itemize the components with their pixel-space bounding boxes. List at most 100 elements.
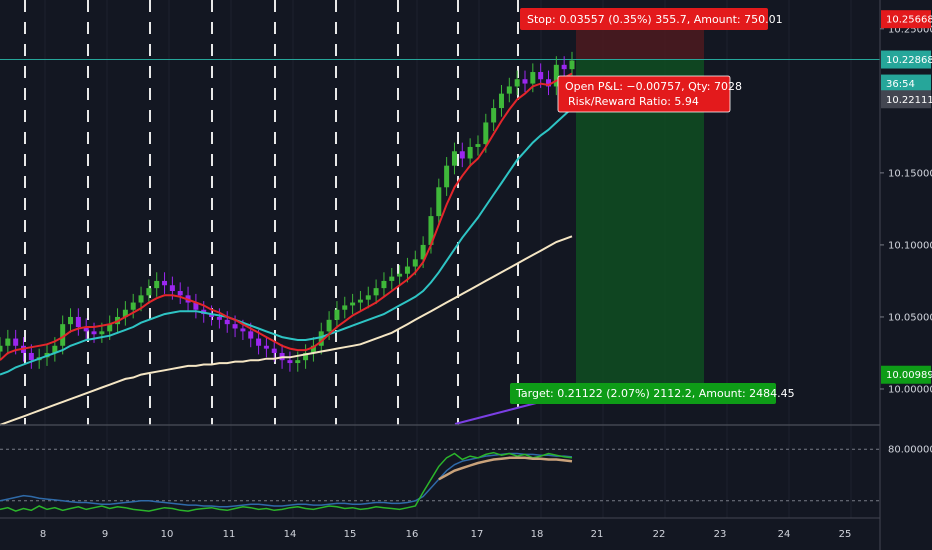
candlesticks xyxy=(0,51,575,372)
price-tag-label: 10.00989 xyxy=(886,370,932,381)
candle-body xyxy=(444,165,450,188)
candle-body xyxy=(428,216,434,245)
candle-body xyxy=(342,305,348,310)
price-tag-label: 10.22868 xyxy=(886,55,932,66)
candle-body xyxy=(491,108,497,123)
candle-body xyxy=(553,64,559,87)
time-axis-ticks: 8 9 10 11 14 15 16 17 18 21 22 23 24 25 xyxy=(40,529,852,540)
candle-body xyxy=(420,244,426,260)
price-tick-label: 10.25000 xyxy=(888,24,932,35)
candle-body xyxy=(13,338,19,346)
candle-body xyxy=(154,280,160,289)
candle-body xyxy=(436,187,442,217)
take-profit-zone[interactable] xyxy=(576,59,704,395)
candle-body xyxy=(365,295,371,300)
time-tick-label: 22 xyxy=(653,529,666,540)
price-tags: 10.25668 10.22868 36:54 10.22111 10.00989 xyxy=(881,10,932,384)
price-tag: 10.22111 xyxy=(881,90,932,109)
time-tick-label: 17 xyxy=(471,529,484,540)
candle-body xyxy=(498,93,504,109)
candle-body xyxy=(295,360,301,364)
price-tag: 36:54 xyxy=(881,74,931,93)
candle-body xyxy=(397,273,403,277)
price-tag: 10.00989 xyxy=(881,365,932,384)
candle-body xyxy=(483,122,489,145)
candle-body xyxy=(68,316,74,325)
candle-body xyxy=(162,280,168,286)
candle-body xyxy=(216,316,222,320)
risk-reward-text: Risk/Reward Ratio: 5.94 xyxy=(568,95,699,108)
candle-body xyxy=(404,266,410,274)
candle-body xyxy=(122,309,128,317)
candle-body xyxy=(357,299,363,303)
candle-body xyxy=(83,327,89,332)
slow-moving-average xyxy=(0,235,573,426)
price-tick-label: 10.00000 xyxy=(888,384,932,395)
fast-moving-average xyxy=(0,72,573,361)
oscillator-axis-ticks: 80.00000 xyxy=(888,445,932,456)
candle-body xyxy=(326,319,332,332)
price-tick-label: 10.05000 xyxy=(888,312,932,323)
candle-body xyxy=(318,331,324,346)
candle-body xyxy=(138,295,144,303)
oscillator-tick-label: 80.00000 xyxy=(888,445,932,456)
time-tick-label: 9 xyxy=(102,529,108,540)
price-tag-label: 10.25668 xyxy=(886,15,932,26)
price-tag: 10.22868 xyxy=(881,50,932,69)
oscillator-average-line xyxy=(438,456,573,481)
price-tag: 10.25668 xyxy=(881,10,932,29)
candle-body xyxy=(263,345,269,349)
candle-body xyxy=(256,338,262,346)
mid-moving-average xyxy=(0,107,573,376)
candle-body xyxy=(209,314,215,317)
candle-body xyxy=(530,72,536,84)
candle-body xyxy=(177,291,183,296)
candle-body xyxy=(91,331,97,335)
time-tick-label: 10 xyxy=(161,529,174,540)
time-tick-label: 18 xyxy=(531,529,544,540)
session-breaks xyxy=(24,0,519,425)
candle-body xyxy=(475,144,481,147)
oscillator-line xyxy=(0,451,573,512)
price-tag-label: 36:54 xyxy=(886,79,915,90)
pnl-label-box[interactable]: Open P&L: −0.00757, Qty: 7028 Risk/Rewar… xyxy=(557,75,742,113)
candle-body xyxy=(545,79,551,87)
candle-body xyxy=(522,79,528,84)
candle-body xyxy=(514,79,520,87)
stop-label-box[interactable]: Stop: 0.03557 (0.35%) 355.7, Amount: 750… xyxy=(520,8,783,30)
candle-body xyxy=(232,324,238,329)
time-tick-label: 15 xyxy=(344,529,357,540)
candle-body xyxy=(169,285,175,292)
candle-body xyxy=(5,338,11,346)
candle-body xyxy=(538,72,544,80)
time-tick-label: 11 xyxy=(223,529,236,540)
candle-body xyxy=(60,324,66,346)
price-tick-label: 10.10000 xyxy=(888,240,932,251)
time-tick-label: 25 xyxy=(839,529,852,540)
candle-body xyxy=(506,86,512,94)
candle-body xyxy=(193,302,199,310)
price-tick-label: 10.15000 xyxy=(888,168,932,179)
candle-body xyxy=(389,276,395,281)
candle-body xyxy=(310,345,316,353)
candle-body xyxy=(130,302,136,310)
candle-body xyxy=(569,60,575,70)
stop-label-text: Stop: 0.03557 (0.35%) 355.7, Amount: 750… xyxy=(527,13,783,26)
target-label-box[interactable]: Target: 0.21122 (2.07%) 2112.2, Amount: … xyxy=(510,383,795,404)
candle-body xyxy=(373,288,379,296)
candle-body xyxy=(240,328,246,332)
time-tick-label: 21 xyxy=(591,529,604,540)
candle-body xyxy=(381,280,387,289)
pnl-label-text: Open P&L: −0.00757, Qty: 7028 xyxy=(565,80,742,93)
candle-body xyxy=(99,331,105,335)
candle-body xyxy=(350,302,356,306)
time-tick-label: 16 xyxy=(406,529,419,540)
candle-body xyxy=(451,151,457,166)
candle-body xyxy=(0,345,3,352)
time-tick-label: 14 xyxy=(284,529,297,540)
candle-body xyxy=(467,146,473,159)
price-axis-ticks: 10.25000 10.15000 10.10000 10.05000 10.00000 xyxy=(880,24,932,395)
price-tag-label: 10.22111 xyxy=(886,95,932,106)
candle-body xyxy=(75,316,81,328)
